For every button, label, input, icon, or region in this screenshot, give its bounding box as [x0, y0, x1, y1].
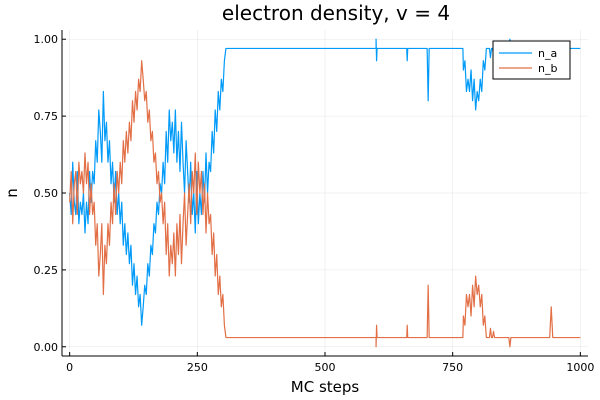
x-axis-label: MC steps [291, 378, 360, 396]
x-tick-label: 500 [315, 361, 336, 374]
y-tick-label: 0.25 [34, 264, 59, 277]
x-tick-label: 1000 [566, 361, 594, 374]
y-axis-label: n [3, 188, 21, 198]
legend-label-n-a: n_a [538, 47, 557, 60]
series-line-n-b [69, 60, 581, 348]
x-tick-label: 250 [187, 361, 208, 374]
x-tick-label: 0 [66, 361, 73, 374]
legend: n_a n_b [492, 40, 571, 80]
axes [61, 30, 588, 357]
y-tick-label: 0.50 [34, 187, 59, 200]
tick-labels: 0 250 500 750 1000 0.00 0.25 0.50 0.75 1.00 [34, 33, 595, 374]
y-tick-label: 0.75 [34, 110, 59, 123]
y-tick-label: 0.00 [34, 341, 59, 354]
series-layer [69, 38, 581, 348]
x-tick-label: 750 [442, 361, 463, 374]
chart-title: electron density, v = 4 [222, 1, 450, 25]
legend-box [492, 40, 571, 80]
y-tick-label: 1.00 [34, 33, 59, 46]
series-line-n-a [69, 38, 581, 326]
legend-label-n-b: n_b [538, 62, 557, 75]
